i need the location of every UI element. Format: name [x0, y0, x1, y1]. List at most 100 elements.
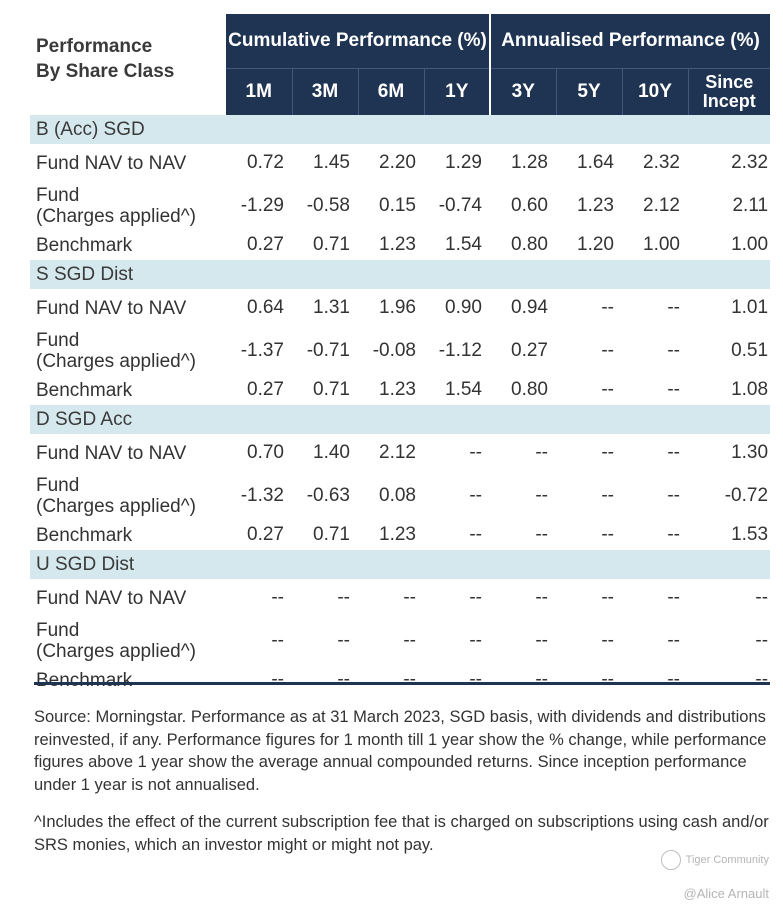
- value-cell: -1.12: [438, 340, 482, 361]
- period-header-3y: 3Y: [489, 68, 556, 115]
- performance-table-body: B (Acc) SGD Fund NAV to NAV 0.72 1.45 2.…: [30, 115, 771, 695]
- value-cell: 0.27: [511, 340, 548, 361]
- table-row: Fund (Charges applied^) -- -- -- -- -- --…: [30, 617, 770, 665]
- section-name: D SGD Acc: [30, 405, 226, 434]
- value-cell: --: [755, 587, 769, 608]
- annualised-performance-header: Annualised Performance (%): [488, 14, 771, 69]
- period-header-3m: 3M: [291, 68, 358, 115]
- divider: [34, 682, 770, 685]
- table-row: Fund (Charges applied^) -1.32 -0.63 0.08 …: [30, 472, 770, 520]
- row-label: Benchmark: [36, 379, 133, 401]
- row-label-line1: Fund: [36, 185, 80, 206]
- value-cell: --: [337, 587, 350, 608]
- watermark-brand: Tiger Community: [660, 846, 769, 874]
- section-row: U SGD Dist: [30, 550, 771, 579]
- value-cell: 2.12: [379, 442, 416, 463]
- value-cell: --: [271, 587, 284, 608]
- value-cell: 1.23: [379, 524, 416, 545]
- value-cell: --: [601, 442, 614, 463]
- value-cell: --: [667, 630, 680, 651]
- value-cell: 1.00: [731, 234, 769, 255]
- tiger-community-logo-icon: [660, 850, 681, 870]
- value-cell: --: [601, 524, 614, 545]
- table-title-line2: By Share Class: [36, 61, 175, 82]
- value-cell: -0.63: [306, 485, 350, 506]
- period-header-6m: 6M: [357, 68, 424, 115]
- section-name: B (Acc) SGD: [30, 115, 226, 144]
- value-cell: -0.74: [438, 195, 482, 216]
- value-cell: 1.20: [577, 234, 614, 255]
- value-cell: 2.12: [643, 195, 680, 216]
- value-cell: --: [403, 587, 416, 608]
- value-cell: --: [601, 587, 614, 608]
- period-header-since-inception: Since Incept: [687, 68, 771, 115]
- value-cell: --: [601, 379, 614, 400]
- value-cell: 0.70: [247, 442, 284, 463]
- performance-table-container: Performance By Share Class Cumulative Pe…: [30, 14, 771, 695]
- value-cell: --: [601, 485, 614, 506]
- value-cell: 1.64: [577, 152, 614, 173]
- value-cell: --: [535, 442, 548, 463]
- value-cell: 0.27: [247, 234, 284, 255]
- value-cell: 0.27: [247, 524, 284, 545]
- row-label: Benchmark: [36, 234, 133, 256]
- value-cell: --: [469, 485, 482, 506]
- row-label-line1: Fund: [36, 475, 80, 496]
- row-label-line2: (Charges applied^): [36, 351, 196, 372]
- period-header-10y: 10Y: [621, 68, 688, 115]
- table-row: Benchmark 0.27 0.71 1.23 1.54 0.80 -- --…: [30, 375, 770, 405]
- value-cell: --: [469, 630, 482, 651]
- row-label-line1: Fund: [36, 330, 80, 351]
- value-cell: -1.37: [240, 340, 284, 361]
- value-cell: -1.29: [240, 195, 284, 216]
- watermark-brand-text: Tiger Community: [685, 854, 769, 866]
- table-row: Benchmark -- -- -- -- -- -- -- --: [30, 665, 770, 695]
- row-label-line2: (Charges applied^): [36, 641, 196, 662]
- value-cell: 1.45: [313, 152, 350, 173]
- value-cell: --: [667, 379, 680, 400]
- value-cell: 1.54: [445, 234, 482, 255]
- value-cell: 1.30: [731, 442, 769, 463]
- section-row: D SGD Acc: [30, 405, 771, 434]
- value-cell: --: [535, 524, 548, 545]
- value-cell: --: [403, 669, 416, 690]
- value-cell: 1.29: [445, 152, 482, 173]
- since-line1: Since: [705, 72, 754, 92]
- value-cell: --: [667, 340, 680, 361]
- value-cell: --: [755, 630, 769, 651]
- value-cell: 1.01: [731, 297, 769, 318]
- value-cell: 0.71: [313, 234, 350, 255]
- value-cell: 2.11: [732, 195, 769, 216]
- row-label: Fund NAV to NAV: [36, 587, 187, 609]
- value-cell: 1.53: [731, 524, 769, 545]
- value-cell: 1.23: [379, 234, 416, 255]
- period-header-1y: 1Y: [423, 68, 490, 115]
- value-cell: -0.08: [372, 340, 416, 361]
- row-label: Fund (Charges applied^): [30, 327, 226, 375]
- row-label: Fund (Charges applied^): [30, 182, 226, 230]
- table-row: Fund NAV to NAV 0.70 1.40 2.12 -- -- -- …: [30, 434, 770, 472]
- value-cell: 1.54: [445, 379, 482, 400]
- value-cell: 2.32: [643, 152, 680, 173]
- value-cell: --: [469, 669, 482, 690]
- value-cell: 1.40: [313, 442, 350, 463]
- table-row: Benchmark 0.27 0.71 1.23 1.54 0.80 1.20 …: [30, 230, 770, 260]
- value-cell: --: [535, 630, 548, 651]
- value-cell: 0.27: [247, 379, 284, 400]
- row-label: Fund NAV to NAV: [36, 152, 187, 174]
- value-cell: --: [601, 340, 614, 361]
- table-row: Benchmark 0.27 0.71 1.23 -- -- -- -- 1.5…: [30, 520, 770, 550]
- value-cell: --: [667, 485, 680, 506]
- row-label-line1: Fund: [36, 620, 80, 641]
- table-row: Fund (Charges applied^) -1.29 -0.58 0.15 …: [30, 182, 770, 230]
- row-label: Fund (Charges applied^): [30, 617, 226, 665]
- value-cell: 0.08: [379, 485, 416, 506]
- value-cell: --: [535, 485, 548, 506]
- value-cell: --: [667, 524, 680, 545]
- value-cell: --: [667, 442, 680, 463]
- row-label-line2: (Charges applied^): [36, 206, 196, 227]
- value-cell: --: [667, 297, 680, 318]
- row-label: Fund NAV to NAV: [36, 297, 187, 319]
- source-note: Source: Morningstar. Performance as at 3…: [34, 708, 767, 794]
- table-title: Performance By Share Class: [30, 14, 226, 115]
